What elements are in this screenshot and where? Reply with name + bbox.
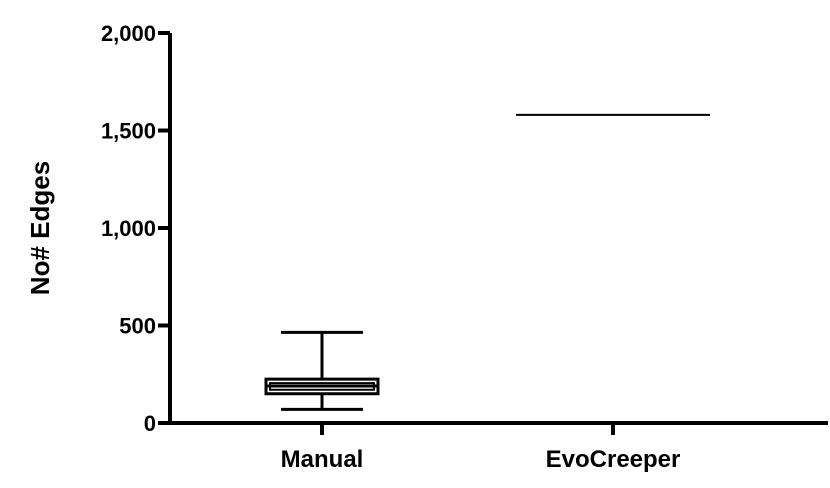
x-category-label: Manual [281,446,364,473]
axes [168,33,828,425]
y-tick-label: 0 [144,411,156,436]
y-tick-label: 500 [119,314,156,339]
plot-marks [264,113,710,411]
y-axis-title: No# Edges [25,161,55,295]
y-tick-label: 2,000 [101,21,156,46]
x-axis-categories: Manual EvoCreeper [281,423,681,473]
x-category-label: EvoCreeper [546,446,681,473]
y-tick-label: 1,000 [101,216,156,241]
y-axis-ticks: 0 500 1,000 1,500 2,000 [101,21,170,436]
y-tick-label: 1,500 [101,119,156,144]
